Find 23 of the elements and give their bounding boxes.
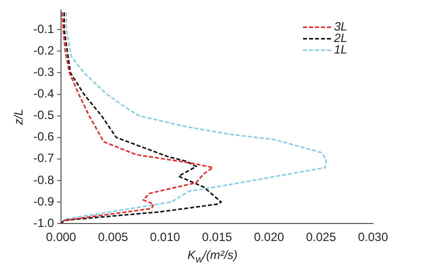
y-tick-label: -0.8 <box>33 172 54 187</box>
x-tick-label: 0.020 <box>254 230 284 244</box>
y-tick-label: -0.6 <box>33 130 54 144</box>
legend-label: 1L <box>334 42 348 57</box>
y-tick-label: -0.9 <box>33 194 54 208</box>
line-series <box>61 12 327 224</box>
x-tick-label: 0.025 <box>306 230 336 244</box>
x-tick-label: 0.030 <box>358 230 388 244</box>
y-tick-label: -1.0 <box>33 216 54 230</box>
x-tick-label: 0.000 <box>46 230 76 244</box>
y-tick-label: -0.1 <box>33 22 54 36</box>
x-tick-label: 0.015 <box>202 230 232 244</box>
y-tick-label: -0.4 <box>33 86 54 101</box>
y-tick-label: -0.5 <box>33 108 54 122</box>
y-tick-label: -0.3 <box>33 65 54 80</box>
y-tick-label: -0.7 <box>33 151 54 166</box>
x-axis-title: K$_{w}$/(m²/s) <box>186 248 238 266</box>
y-tick-label: -0.2 <box>33 43 54 58</box>
x-tick-label: 0.005 <box>98 230 128 244</box>
legend-label: 3L <box>334 20 348 34</box>
legend-label: 2L <box>333 31 348 46</box>
x-tick-label: 0.010 <box>150 230 180 244</box>
y-axis-title: z/L <box>12 108 26 126</box>
